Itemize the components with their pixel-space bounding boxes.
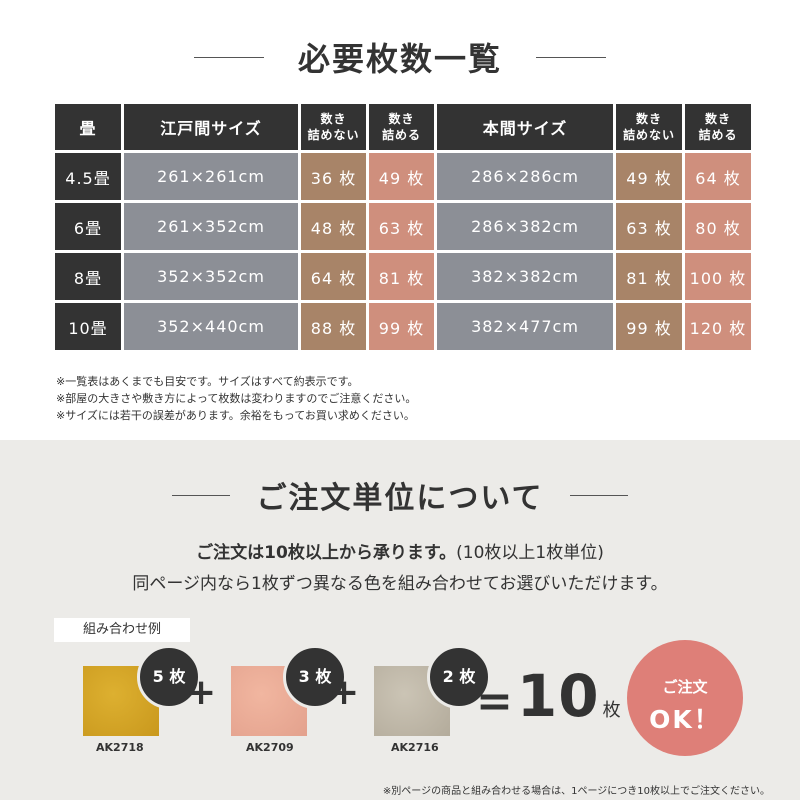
- cell-hon-size: 286×382cm: [437, 203, 613, 250]
- cell-edo-size: 261×352cm: [124, 203, 298, 250]
- header-edo-lay-text: 数き 詰める: [381, 112, 421, 142]
- cell-edo-no-lay: 88 枚: [301, 303, 366, 350]
- order-minimum-bold: ご注文は10枚以上から承ります。: [196, 543, 457, 563]
- product-code: AK2709: [246, 741, 294, 754]
- cell-edo-lay: 49 枚: [369, 153, 434, 200]
- table-header-row: 畳 江戸間サイズ 数き 詰めない 数き 詰める 本間サイズ 数き 詰めない 数き…: [55, 104, 751, 150]
- cell-edo-size: 261×261cm: [124, 153, 298, 200]
- count-badge: 3 枚: [283, 645, 347, 709]
- cell-hon-no-lay: 99 枚: [616, 303, 682, 350]
- heading-rule-right: [569, 494, 628, 496]
- heading-rule-left: [193, 56, 264, 58]
- cell-edo-no-lay: 64 枚: [301, 253, 366, 300]
- cell-hon-lay: 100 枚: [685, 253, 751, 300]
- order-ok-badge: ご注文 OK！: [627, 640, 743, 756]
- required-count-section: 必要枚数一覧 畳 江戸間サイズ 数き 詰めない 数き 詰める 本間サイズ 数き …: [0, 34, 800, 424]
- cell-edo-lay: 63 枚: [369, 203, 434, 250]
- cell-hon-size: 286×286cm: [437, 153, 613, 200]
- cell-hon-no-lay: 81 枚: [616, 253, 682, 300]
- cell-edo-no-lay: 48 枚: [301, 203, 366, 250]
- table-row: 4.5畳 261×261cm 36 枚 49 枚 286×286cm 49 枚 …: [55, 153, 751, 200]
- cell-tatami: 6畳: [55, 203, 121, 250]
- cell-hon-size: 382×382cm: [437, 253, 613, 300]
- header-edo-lay: 数き 詰める: [369, 104, 434, 150]
- cell-edo-lay: 99 枚: [369, 303, 434, 350]
- heading-rule-right: [536, 56, 606, 58]
- equals-sign: =: [476, 676, 513, 727]
- header-hon-no-lay-text: 数き 詰めない: [622, 112, 675, 142]
- header-hon-size: 本間サイズ: [437, 104, 613, 150]
- header-edo-no-lay-text: 数き 詰めない: [307, 112, 360, 142]
- table-row: 6畳 261×352cm 48 枚 63 枚 286×382cm 63 枚 80…: [55, 203, 751, 250]
- plus-sign: +: [186, 672, 217, 713]
- count-badge: 5 枚: [137, 645, 201, 709]
- table-notes: ※一覧表はあくまでも目安です。サイズはすべて約表示です。 ※部屋の大きさや敷き方…: [56, 373, 416, 424]
- heading-rule-left: [172, 494, 231, 496]
- cell-tatami: 4.5畳: [55, 153, 121, 200]
- example-label: 組み合わせ例: [54, 618, 190, 642]
- order-mix-text: 同ページ内なら1枚ずつ異なる色を組み合わせてお選びいただけます。: [132, 574, 668, 594]
- cell-hon-lay: 80 枚: [685, 203, 751, 250]
- table-row: 10畳 352×440cm 88 枚 99 枚 382×477cm 99 枚 1…: [55, 303, 751, 350]
- page-title: 必要枚数一覧: [297, 40, 502, 78]
- cell-edo-lay: 81 枚: [369, 253, 434, 300]
- note-line: ※サイズには若干の誤差があります。余裕をもってお買い求めください。: [56, 409, 415, 422]
- header-hon-lay: 数き 詰める: [685, 104, 751, 150]
- order-minimum-detail: (10枚以上1枚単位): [456, 543, 604, 563]
- section-heading: 必要枚数一覧: [0, 34, 800, 80]
- cell-edo-size: 352×440cm: [124, 303, 298, 350]
- header-tatami: 畳: [55, 104, 121, 150]
- order-unit-section: ご注文単位について ご注文は10枚以上から承ります。(10枚以上1枚単位) 同ペ…: [0, 440, 800, 800]
- count-table: 畳 江戸間サイズ 数き 詰めない 数き 詰める 本間サイズ 数き 詰めない 数き…: [52, 101, 754, 353]
- product-code: AK2718: [96, 741, 144, 754]
- note-line: ※一覧表はあくまでも目安です。サイズはすべて約表示です。: [56, 375, 359, 388]
- note-line: ※部屋の大きさや敷き方によって枚数は変わりますのでご注意ください。: [56, 392, 417, 405]
- section-heading: ご注文単位について: [0, 475, 800, 516]
- order-ok-line2: OK！: [649, 705, 721, 734]
- count-badge: 2 枚: [427, 645, 491, 709]
- header-hon-no-lay: 数き 詰めない: [616, 104, 682, 150]
- footnote: ※別ページの商品と組み合わせる場合は、1ページにつき10枚以上でご注文ください。: [382, 786, 770, 797]
- table-row: 8畳 352×352cm 64 枚 81 枚 382×382cm 81 枚 10…: [55, 253, 751, 300]
- cell-hon-no-lay: 49 枚: [616, 153, 682, 200]
- plus-sign: +: [329, 672, 360, 713]
- total-number: 10: [516, 662, 600, 730]
- cell-tatami: 8畳: [55, 253, 121, 300]
- header-hon-lay-text: 数き 詰める: [698, 112, 738, 142]
- total-equation: = 10 枚: [476, 662, 621, 730]
- cell-tatami: 10畳: [55, 303, 121, 350]
- cell-edo-no-lay: 36 枚: [301, 153, 366, 200]
- cell-hon-lay: 120 枚: [685, 303, 751, 350]
- header-edo-size: 江戸間サイズ: [124, 104, 298, 150]
- product-code: AK2716: [391, 741, 439, 754]
- total-unit: 枚: [602, 700, 621, 721]
- header-edo-no-lay: 数き 詰めない: [301, 104, 366, 150]
- order-minimum-text: ご注文は10枚以上から承ります。(10枚以上1枚単位): [0, 538, 800, 563]
- cell-hon-size: 382×477cm: [437, 303, 613, 350]
- cell-edo-size: 352×352cm: [124, 253, 298, 300]
- cell-hon-lay: 64 枚: [685, 153, 751, 200]
- order-ok-line1: ご注文: [662, 678, 708, 696]
- section-title: ご注文単位について: [256, 481, 544, 516]
- cell-hon-no-lay: 63 枚: [616, 203, 682, 250]
